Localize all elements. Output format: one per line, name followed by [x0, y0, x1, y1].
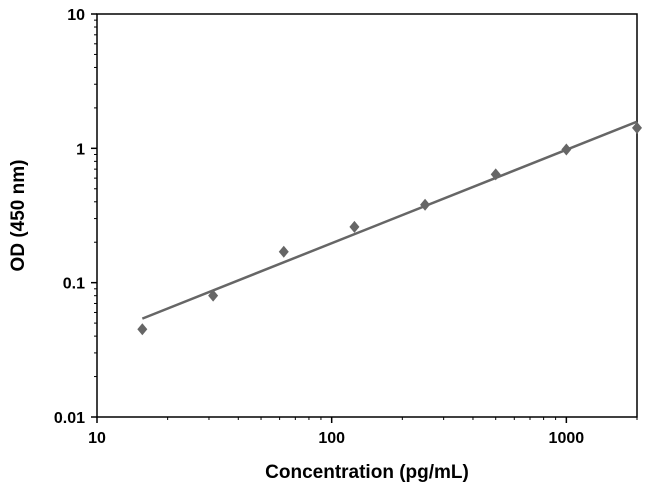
y-tick-label: 10 [67, 7, 85, 24]
data-point [561, 143, 572, 156]
axis-ticks: 0.01 0.1 1 10 10 100 1000 [54, 7, 638, 447]
y-tick-label: 1 [76, 141, 85, 158]
data-point [632, 121, 642, 134]
y-tick-label: 0.01 [54, 410, 85, 427]
data-point [278, 245, 289, 258]
fit-line [141, 120, 638, 320]
data-point [349, 220, 360, 233]
x-tick-label: 1000 [549, 430, 585, 447]
data-point [208, 289, 219, 302]
data-point [490, 168, 501, 181]
x-tick-label: 100 [318, 430, 345, 447]
data-points [137, 121, 642, 336]
fit-line-group [141, 120, 638, 320]
y-axis-title: OD (450 nm) [8, 160, 29, 272]
y-tick-label: 0.1 [63, 276, 85, 293]
x-tick-label: 10 [88, 430, 106, 447]
data-point [420, 198, 431, 211]
plot-frame [96, 13, 638, 418]
x-axis-title: Concentration (pg/mL) [265, 462, 469, 483]
plot-axes [96, 13, 638, 418]
data-point [137, 323, 148, 336]
